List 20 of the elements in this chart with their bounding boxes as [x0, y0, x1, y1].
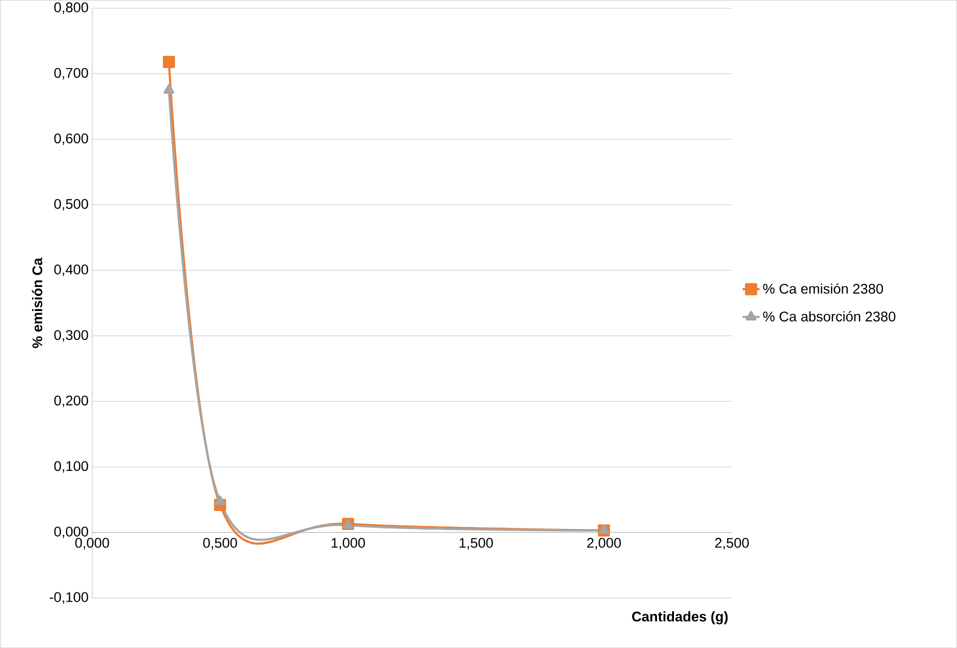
x-tick-label: 2,500	[715, 538, 749, 550]
y-tick-label: 0,700	[54, 68, 88, 80]
y-tick-label: 0,400	[54, 264, 88, 276]
x-tick-label: 2,000	[587, 538, 621, 550]
x-tick-label: 1,000	[332, 538, 365, 550]
y-tick-label: -0,100	[50, 592, 88, 604]
x-axis-title: Cantidades (g)	[632, 611, 728, 624]
legend-label: % Ca absorción 2380	[763, 310, 896, 322]
y-tick-label: 0,200	[54, 396, 88, 408]
y-tick-label: 0,600	[54, 133, 88, 145]
x-tick-label: 0,500	[203, 538, 238, 550]
x-tick-label: 1,500	[460, 538, 493, 550]
y-axis-title: % emisión Ca	[32, 258, 42, 348]
y-tick-label: 0,100	[54, 461, 88, 473]
y-tick-label: 0,500	[54, 198, 88, 210]
y-tick-label: 0,000	[54, 526, 88, 538]
x-tick-label: 0,000	[75, 538, 110, 550]
y-tick-label: 0,800	[54, 2, 88, 14]
y-tick-label: 0,300	[54, 330, 88, 342]
legend-label: % Ca emisión 2380	[763, 283, 883, 294]
